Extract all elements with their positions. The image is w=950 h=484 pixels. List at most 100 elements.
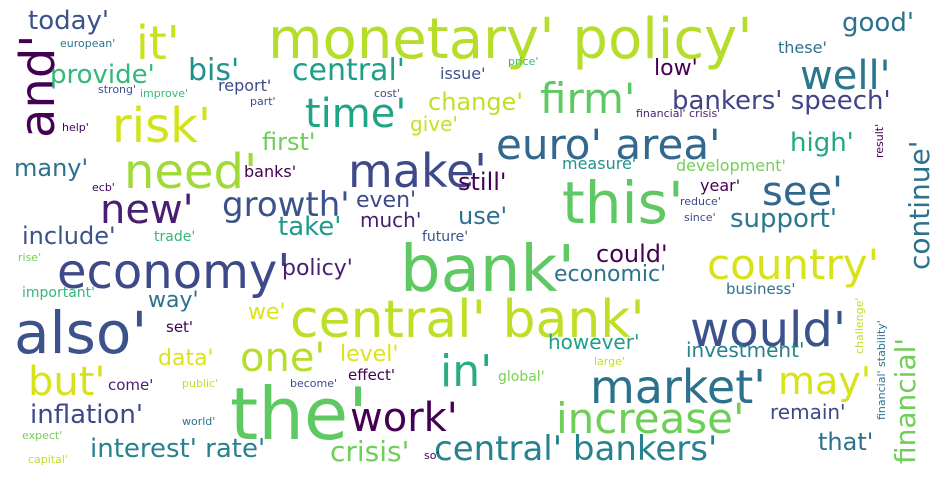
word-may: may' (778, 359, 872, 403)
word-but: but' (28, 359, 106, 405)
word-increase: increase' (556, 394, 745, 443)
word-expect: expect' (22, 429, 63, 442)
word-need: need' (124, 144, 258, 200)
word-country: country' (707, 240, 880, 289)
word-capital: capital' (28, 453, 68, 466)
word-would: would' (690, 302, 847, 358)
word-financial-vertical: financial' (889, 337, 922, 464)
word-investment: investment' (686, 338, 805, 362)
word-also: also' (14, 299, 148, 367)
word-inflation: inflation' (30, 400, 143, 430)
word-financial-stability: financial' stability' (875, 320, 888, 420)
word-crisis: crisis' (330, 435, 410, 468)
word-european: european' (60, 37, 116, 50)
word-development: development' (676, 156, 786, 175)
word-in: in' (440, 346, 493, 397)
word-level: level' (340, 342, 399, 367)
word-monetary-policy: monetary' policy' (268, 7, 753, 72)
word-take: take' (278, 212, 342, 242)
word-global: global' (498, 369, 545, 385)
word-euro-area: euro' area' (496, 120, 721, 169)
word-price: price' (508, 55, 539, 68)
word-new: new' (100, 187, 194, 233)
word-however: however' (548, 330, 640, 354)
word-bank: bank' (400, 233, 576, 307)
word-risk: risk' (112, 98, 212, 154)
word-way: way' (148, 288, 199, 313)
word-report: report' (218, 76, 272, 95)
word-could: could' (596, 240, 668, 268)
word-world: world' (182, 415, 216, 428)
word-issue: issue' (440, 64, 486, 83)
word-economy: economy' (57, 244, 291, 300)
word-we: we' (248, 300, 286, 325)
word-banks: banks' (244, 162, 297, 181)
word-result: result' (873, 123, 886, 158)
word-these: these' (778, 38, 827, 57)
word-it: it' (136, 16, 180, 70)
word-still: still' (458, 168, 507, 196)
word-so: so' (424, 449, 440, 462)
word-set: set' (166, 318, 194, 336)
word-use: use' (458, 202, 508, 230)
word-time: time' (305, 91, 407, 137)
word-part: part' (250, 95, 276, 108)
word-well: well' (800, 53, 891, 99)
word-strong: strong' (98, 83, 137, 96)
word-central: central' (292, 53, 406, 88)
word-reduce: reduce' (680, 195, 721, 208)
word-change: change' (428, 88, 523, 116)
word-firm: firm' (540, 74, 636, 123)
word-work: work' (350, 395, 458, 441)
word-the: the' (230, 372, 368, 456)
word-many: many' (14, 154, 89, 182)
word-support: support' (730, 204, 837, 234)
word-financial-crisis: financial' crisis' (636, 107, 721, 120)
word-since: since' (684, 211, 716, 224)
word-cost: cost' (374, 87, 400, 100)
word-bis: bis' (188, 53, 240, 88)
word-improve: improve' (140, 87, 189, 100)
word-effect: effect' (348, 366, 396, 384)
word-one: one' (240, 335, 326, 381)
word-low: low' (654, 56, 698, 81)
word-see: see' (762, 169, 844, 215)
word-business: business' (726, 280, 796, 298)
word-remain: remain' (770, 400, 846, 424)
word-first: first' (262, 128, 316, 156)
word-central-bank: central' bank' (290, 290, 645, 350)
word-policy: policy' (282, 256, 353, 281)
word-large: large' (594, 355, 625, 368)
word-trade: trade' (154, 229, 196, 245)
word-future: future' (422, 229, 469, 245)
word-rise: rise' (18, 251, 42, 264)
word-ecb: ecb' (92, 181, 115, 194)
word-high: high' (790, 128, 854, 158)
word-this: this' (562, 169, 684, 237)
word-challenge: challenge' (853, 297, 866, 354)
word-even: even' (356, 188, 417, 213)
word-central-bankers: central' bankers' (434, 429, 718, 469)
word-that: that' (818, 428, 874, 456)
word-today: today' (28, 6, 110, 36)
word-bankers-speech: bankers' speech' (672, 86, 891, 116)
word-market: market' (590, 360, 766, 414)
word-provide: provide' (50, 60, 155, 90)
word-come: come' (108, 376, 154, 394)
word-economic: economic' (554, 262, 667, 287)
word-continue: continue' (903, 140, 936, 270)
word-public: public' (182, 377, 219, 390)
word-help: help' (62, 121, 89, 134)
word-give: give' (410, 112, 458, 136)
word-measure: measure' (562, 154, 637, 173)
word-become: become' (290, 377, 338, 390)
word-interest-rate: interest' rate' (90, 434, 266, 464)
word-growth: growth' (222, 185, 350, 225)
word-data: data' (158, 346, 214, 371)
word-much: much' (360, 208, 422, 232)
word-include: include' (22, 222, 116, 250)
word-important: important' (22, 285, 96, 301)
word-good: good' (842, 8, 914, 38)
word-year: year' (700, 176, 741, 195)
